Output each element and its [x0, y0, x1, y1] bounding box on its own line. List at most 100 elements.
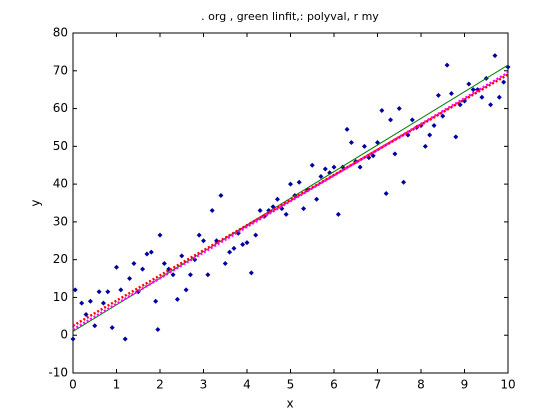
data-point — [122, 336, 128, 342]
data-point — [427, 132, 433, 138]
data-point — [72, 287, 78, 293]
data-point — [174, 296, 180, 302]
data-point — [274, 196, 280, 202]
data-point — [431, 123, 437, 129]
data-point — [222, 260, 228, 266]
data-point — [157, 232, 163, 238]
data-point — [87, 298, 93, 304]
x-tick-label: 9 — [461, 378, 469, 392]
data-point — [201, 238, 206, 244]
data-point — [179, 253, 185, 259]
x-tick-label: 7 — [374, 378, 382, 392]
data-point — [231, 245, 237, 251]
data-point — [131, 260, 137, 266]
fit-line — [72, 71, 509, 331]
data-point — [309, 162, 315, 168]
data-point — [492, 53, 498, 59]
data-point — [396, 106, 402, 112]
data-point — [314, 196, 320, 202]
data-point — [209, 208, 215, 214]
data-point — [83, 311, 89, 317]
y-tick-label: 40 — [53, 177, 68, 191]
data-point — [318, 174, 324, 180]
data-point — [70, 336, 76, 342]
data-point — [361, 143, 367, 149]
data-point — [501, 79, 507, 85]
y-tick-label: 50 — [53, 139, 68, 153]
data-point — [383, 191, 389, 197]
data-point — [140, 266, 146, 272]
data-point — [240, 242, 246, 248]
y-tick-label: 60 — [53, 101, 68, 115]
data-point — [444, 62, 450, 68]
data-point — [248, 270, 254, 276]
data-point — [488, 102, 494, 108]
data-point — [357, 164, 363, 170]
data-point — [479, 94, 485, 100]
data-point — [92, 323, 98, 329]
data-point — [283, 211, 289, 217]
plot-area — [72, 32, 509, 374]
data-point — [322, 166, 328, 172]
data-point — [344, 126, 350, 132]
x-tick-label: 3 — [200, 378, 208, 392]
data-point — [214, 238, 220, 244]
y-tick-label: 10 — [53, 290, 68, 304]
x-tick-label: 0 — [69, 378, 77, 392]
data-point — [227, 249, 233, 255]
data-point — [422, 143, 428, 149]
data-point — [79, 300, 85, 306]
data-point — [388, 117, 394, 123]
chart-title: . org , green linfit,: polyval, r my — [201, 10, 379, 23]
data-point — [409, 117, 415, 123]
x-tick-label: 4 — [243, 378, 251, 392]
data-point — [144, 251, 150, 257]
data-point — [114, 264, 119, 270]
data-point — [187, 272, 193, 278]
y-tick-label: 20 — [53, 252, 68, 266]
data-point — [127, 276, 133, 282]
data-point — [496, 94, 502, 100]
data-point — [448, 90, 454, 96]
data-point — [401, 179, 407, 185]
data-point — [153, 298, 159, 304]
data-point — [196, 232, 202, 238]
x-axis-label: x — [286, 397, 293, 411]
data-point — [392, 151, 398, 157]
y-tick-label: 30 — [53, 214, 68, 228]
data-point — [244, 240, 250, 246]
data-point — [379, 107, 385, 113]
data-point — [192, 257, 198, 263]
y-axis-label: y — [29, 199, 43, 206]
data-point — [170, 272, 176, 278]
x-tick-label: 5 — [287, 378, 295, 392]
data-point — [335, 211, 341, 217]
data-point — [435, 92, 441, 98]
data-point — [253, 232, 259, 238]
data-point — [183, 287, 189, 293]
data-point — [109, 325, 115, 331]
y-tick-label: 80 — [53, 26, 68, 40]
data-point — [118, 287, 124, 293]
x-tick-label: 2 — [156, 378, 164, 392]
data-point — [288, 181, 293, 187]
data-point — [466, 81, 472, 87]
data-point — [470, 87, 476, 93]
data-point — [161, 260, 167, 266]
data-point — [96, 289, 102, 295]
data-point — [148, 249, 154, 255]
data-point — [205, 272, 211, 278]
x-tick-label: 8 — [417, 378, 425, 392]
data-point — [105, 289, 111, 295]
data-point — [218, 192, 224, 198]
x-tick-label: 1 — [113, 378, 121, 392]
data-point — [301, 206, 307, 212]
data-point — [257, 208, 263, 214]
data-point — [100, 300, 106, 306]
y-tick-label: 70 — [53, 63, 68, 77]
y-tick-label: 0 — [60, 328, 68, 342]
y-tick-label: -10 — [48, 366, 68, 380]
data-point — [331, 164, 337, 170]
x-tick-label: 6 — [330, 378, 338, 392]
